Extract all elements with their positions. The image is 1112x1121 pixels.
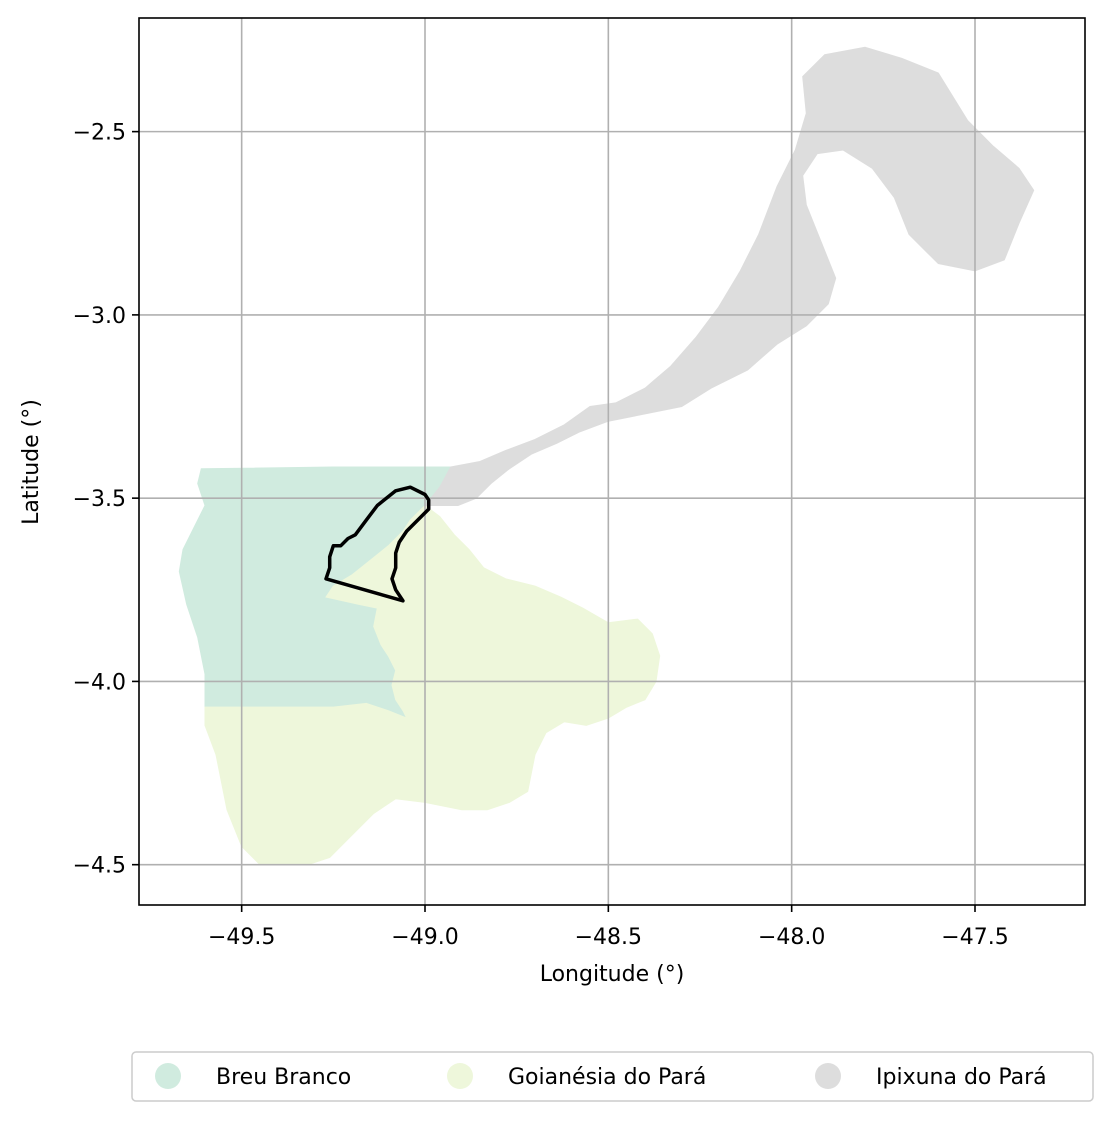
y-tick-label: −4.0 — [73, 670, 126, 695]
legend-label-breu-branco: Breu Branco — [216, 1065, 351, 1090]
legend-marker-goianesia-do-para — [447, 1063, 473, 1089]
legend: Breu Branco Goianésia do Pará Ipixuna do… — [131, 1051, 1094, 1102]
y-tick-label: −3.0 — [73, 304, 126, 329]
y-tick-label: −2.5 — [73, 121, 126, 146]
legend-frame — [131, 1051, 1094, 1102]
ticks-layer: −49.5 −49.0 −48.5 −48.0 −47.5 −2.5 −3.0 −3.5 −4.… — [73, 121, 1009, 950]
x-tick-label: −49.0 — [391, 925, 458, 950]
grid-layer — [139, 18, 1085, 905]
x-tick-label: −48.0 — [758, 925, 825, 950]
highlight-outline-layer — [324, 485, 431, 603]
x-axis-label: Longitude (°) — [540, 962, 685, 987]
legend-item-goianesia-do-para: Goianésia do Pará — [447, 1063, 706, 1090]
region-goianesia-do-para — [204, 504, 661, 866]
legend-marker-ipixuna-do-para — [815, 1063, 841, 1089]
y-tick-label: −4.5 — [73, 854, 126, 879]
legend-label-ipixuna-do-para: Ipixuna do Pará — [876, 1065, 1047, 1090]
region-ipixuna-do-para — [423, 46, 1035, 506]
plot-frame — [138, 17, 1086, 906]
legend-item-ipixuna-do-para: Ipixuna do Pará — [815, 1063, 1047, 1090]
highlight-outline — [324, 485, 431, 603]
x-tick-label: −49.5 — [208, 925, 275, 950]
legend-item-breu-branco: Breu Branco — [155, 1063, 351, 1090]
x-tick-label: −48.5 — [575, 925, 642, 950]
regions-layer — [178, 46, 1035, 866]
x-tick-label: −47.5 — [941, 925, 1008, 950]
legend-marker-breu-branco — [155, 1063, 181, 1089]
legend-label-goianesia-do-para: Goianésia do Pará — [508, 1065, 706, 1090]
y-tick-label: −3.5 — [73, 487, 126, 512]
y-axis-label: Latitude (°) — [19, 399, 44, 525]
